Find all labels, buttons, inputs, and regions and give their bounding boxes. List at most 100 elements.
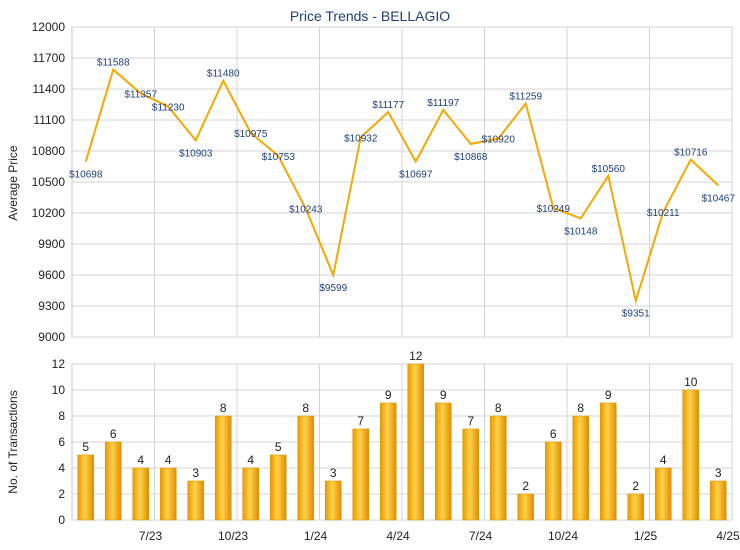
bar-value-label: 4	[660, 453, 667, 467]
price-point-label: $10868	[454, 152, 488, 163]
transactions-tick-label: 8	[58, 409, 65, 423]
bar-value-labels: 5 6 4 4 3 8 4 5 8 3 7 9 12 9 7 8 2 6 8 9 2 4 10 3	[82, 349, 722, 493]
price-point-label: $11177	[372, 100, 404, 111]
price-point-label: $10697	[399, 170, 433, 181]
transactions-tick-label: 10	[52, 383, 66, 397]
price-tick-label: 11700	[33, 51, 66, 65]
bar-value-label: 9	[385, 388, 392, 402]
x-tick-label: 1/24	[304, 529, 328, 543]
transaction-bar	[599, 402, 617, 521]
bar-value-label: 6	[110, 427, 117, 441]
transaction-bar	[434, 402, 452, 521]
transaction-bars	[77, 363, 727, 521]
transaction-bar	[654, 467, 672, 521]
transactions-tick-label: 0	[58, 513, 65, 527]
price-tick-label: 9300	[38, 299, 65, 313]
transaction-bar	[489, 415, 507, 521]
price-grid	[71, 26, 733, 338]
price-point-label: $10920	[482, 135, 516, 146]
x-tick-label: 4/24	[386, 529, 410, 543]
price-axis-title: Average Price	[6, 145, 20, 220]
bar-value-label: 3	[330, 466, 337, 480]
price-point-label: $11588	[97, 58, 130, 69]
price-tick-label: 12000	[32, 20, 66, 34]
transaction-bar	[297, 415, 315, 521]
transaction-bar	[159, 467, 177, 521]
bar-value-label: 10	[684, 375, 698, 389]
price-point-label: $10211	[647, 208, 680, 219]
transactions-tick-label: 4	[58, 461, 65, 475]
bar-value-label: 7	[467, 414, 474, 428]
transactions-axis: 0 2 4 6 8 10 12	[52, 357, 66, 527]
transactions-tick-label: 12	[52, 357, 66, 371]
bar-value-label: 8	[495, 401, 502, 415]
transaction-bar	[572, 415, 590, 521]
price-point-label: $10560	[592, 164, 626, 175]
bar-value-label: 8	[302, 401, 309, 415]
price-point-label: $10698	[69, 170, 103, 181]
chart-title: Price Trends - BELLAGIO	[290, 8, 450, 24]
transactions-tick-label: 2	[58, 487, 65, 501]
bar-value-label: 6	[550, 427, 557, 441]
price-point-labels: $10698 $11588 $11357 $11230 $10903 $11480 $109…	[69, 58, 735, 320]
bar-value-label: 5	[275, 440, 282, 454]
price-point-label: $11197	[427, 98, 459, 109]
bar-value-label: 4	[165, 453, 172, 467]
bar-value-label: 9	[440, 388, 447, 402]
price-point-label: $11357	[124, 89, 157, 100]
price-tick-label: 9900	[38, 237, 65, 251]
price-line	[84, 67, 719, 305]
transaction-bar	[462, 428, 480, 521]
x-tick-label: 4/25	[716, 529, 740, 543]
price-tick-label: 9600	[38, 268, 65, 282]
price-point-label: $10243	[289, 205, 323, 216]
transaction-bar	[379, 402, 397, 521]
bar-value-label: 8	[577, 401, 584, 415]
price-point-label: $10467	[702, 193, 736, 204]
price-point-label: $10716	[674, 148, 708, 159]
price-point-label: $11230	[152, 103, 185, 114]
bar-value-label: 9	[605, 388, 612, 402]
transaction-bar	[77, 454, 95, 521]
bar-value-label: 2	[522, 479, 529, 493]
transaction-bar	[324, 480, 342, 521]
bar-value-label: 2	[632, 479, 639, 493]
transaction-bar	[269, 454, 287, 521]
bar-value-label: 8	[220, 401, 227, 415]
price-point-label: $10975	[234, 129, 268, 140]
bar-value-label: 5	[82, 440, 89, 454]
x-tick-label: 1/25	[634, 529, 658, 543]
x-tick-label: 7/24	[469, 529, 493, 543]
transaction-bar	[214, 415, 232, 521]
x-tick-label: 10/23	[218, 529, 248, 543]
price-point-label: $10249	[537, 204, 571, 215]
price-point-label: $9599	[319, 283, 347, 294]
transaction-bar	[352, 428, 370, 521]
transactions-tick-label: 6	[58, 435, 65, 449]
x-tick-label: 10/24	[548, 529, 578, 543]
transaction-bar	[132, 467, 150, 521]
price-tick-label: 11100	[33, 113, 65, 127]
transaction-bar	[709, 480, 727, 521]
x-tick-label: 7/23	[139, 529, 163, 543]
bar-value-label: 12	[409, 349, 423, 363]
bar-value-label: 7	[357, 414, 364, 428]
price-tick-label: 10500	[32, 175, 66, 189]
price-point-label: $10903	[179, 148, 213, 159]
transactions-axis-title: No. of Transactions	[6, 390, 20, 493]
bar-value-label: 3	[192, 466, 199, 480]
price-point-label: $11259	[509, 92, 542, 103]
price-tick-label: 9000	[38, 330, 65, 344]
transaction-bar	[242, 467, 260, 521]
price-point-label: $10148	[564, 226, 598, 237]
price-point-label: $10753	[262, 152, 296, 163]
transactions-grid	[71, 363, 733, 521]
transaction-bar	[517, 493, 535, 521]
bar-value-label: 4	[247, 453, 254, 467]
price-point-label: $10932	[344, 133, 378, 144]
transaction-bar	[104, 441, 122, 521]
price-point-label: $11480	[207, 69, 240, 80]
price-tick-label: 10800	[32, 144, 66, 158]
